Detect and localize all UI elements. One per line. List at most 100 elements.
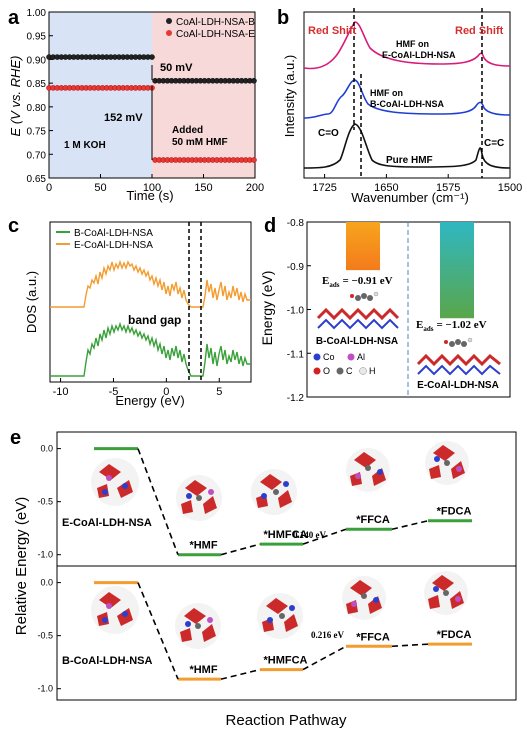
panel-b-label-pure: Pure HMF	[386, 155, 433, 166]
panel-a-xtick-label: 50	[94, 182, 106, 194]
panel-a-ytick-label: 0.75	[27, 127, 47, 138]
panel-d-legend-al: Al	[357, 352, 365, 362]
panel-e-molecules	[91, 441, 469, 649]
panel-a: a 0 50 100 150 200 0.65 0.70 0.75 0.80 0.85 0.90 0.…	[8, 7, 264, 203]
panel-a-point-e	[251, 157, 257, 163]
molecule-e-1	[176, 475, 222, 521]
panel-a-xlabel: Time (s)	[126, 188, 173, 203]
molecule-b-1	[175, 603, 221, 649]
panel-c-bandgap-label: band gap	[128, 313, 181, 327]
panel-a-ytick-label: 0.95	[27, 32, 47, 43]
panel-a-ytick-label: 0.70	[27, 150, 47, 161]
panel-b-label-co: C=O	[318, 128, 339, 139]
panel-a-points	[46, 54, 257, 163]
panel-a-annotation-hmf: 50 mM HMF	[172, 137, 228, 148]
panel-b-label-e-2: E-CoAl-LDH-NSA	[382, 50, 456, 60]
panel-c-ticks: -10 -5 0 5	[53, 378, 222, 398]
panel-b-ticks: 1725 1650 1575 1500	[312, 174, 522, 194]
panel-b-xtick-label: 1725	[312, 182, 336, 194]
panel-d-label-b: B-CoAl-LDH-NSA	[316, 336, 398, 347]
panel-e-step-label: *HMFCA	[264, 655, 308, 667]
panel-b-axes-box	[303, 11, 511, 179]
panel-d-ytick-label: -0.9	[287, 262, 305, 273]
panel-c-xtick-label: -5	[109, 386, 119, 398]
panel-b-xlabel: Wavenumber (cm⁻¹)	[351, 190, 469, 205]
panel-a-annotation-koh: 1 M KOH	[64, 140, 106, 151]
panel-a-legend-e: CoAl-LDH-NSA-E	[176, 29, 255, 40]
panel-b-ylabel: Intensity (a.u.)	[282, 55, 297, 137]
panel-b-label-cc: C=C	[484, 138, 504, 149]
panel-d-bar-e	[440, 222, 474, 319]
panel-a-legend-marker-b	[166, 18, 172, 24]
molecule-b-0	[91, 586, 139, 634]
panel-e-levels: *HMF *HMFCA *FFCA *FDCA *HMF *HMFCA *FFCA *FDCA	[94, 447, 472, 681]
panel-b-redshift-left: Red Shift	[308, 25, 357, 37]
panel-e-step-label: *HMF	[189, 664, 217, 676]
panel-e-ytick-label: -1.0	[37, 550, 53, 560]
panel-a-legend-b: CoAl-LDH-NSA-B	[176, 17, 255, 28]
panel-d-ylabel: Energy (eV)	[259, 271, 275, 346]
molecule-e-0	[91, 458, 139, 506]
panel-c-xtick-label: 0	[163, 386, 169, 398]
panel-c-xlabel: Energy (eV)	[115, 393, 184, 408]
panel-e-connector	[137, 448, 179, 555]
panel-e-ytick-label: -0.5	[37, 497, 53, 507]
panel-c-xtick-label: 5	[216, 386, 222, 398]
panel-d-bar-b	[346, 222, 380, 271]
molecule-b-2	[257, 593, 303, 639]
panel-e: e 0.0 -0.5 -1.0 0.0 -0.5 -1.0 *HMF *HMFCA *FFCA…	[10, 427, 517, 729]
panel-d-ytick-label: -0.8	[287, 218, 305, 229]
panel-a-region-koh	[49, 12, 152, 178]
panel-a-annotation-added: Added	[172, 125, 203, 136]
panel-e-ytick-label: -1.0	[37, 684, 53, 694]
panel-a-xtick-label: 200	[246, 182, 264, 194]
panel-b-series-e	[303, 21, 511, 70]
panel-d-eads-e: Eads = −1.02 eV	[416, 319, 487, 333]
molecule-e-4	[425, 441, 469, 485]
panel-a-point-b	[149, 54, 155, 60]
panel-d-structure-b	[316, 291, 400, 330]
panel-e-connector	[137, 582, 179, 680]
molecule-b-4	[424, 571, 468, 615]
panel-b-label-b-1: HMF on	[370, 88, 403, 98]
panel-e-catalyst-b: B-CoAl-LDH-NSA	[62, 655, 152, 667]
panel-d-legend-c: C	[346, 366, 353, 376]
panel-e-barrier-b: 0.216 eV	[311, 630, 344, 640]
panel-a-xtick-label: 0	[46, 182, 52, 194]
panel-c-ylabel: DOS (a.u.)	[24, 271, 39, 333]
panel-d-legend-o: O	[323, 366, 330, 376]
panel-e-step-label: *FFCA	[356, 631, 390, 643]
panel-b-label-e-1: HMF on	[396, 39, 429, 49]
panel-d: d -0.8 -0.9 -1.0 -1.1 -1.2 Eads = −0.91 eV Ea…	[259, 215, 511, 404]
panel-d-structure-e	[416, 337, 501, 376]
panel-e-step-label: *FDCA	[437, 629, 472, 641]
panel-a-ylabel: E (V vs. RHE)	[8, 56, 23, 137]
panel-e-ticks: 0.0 -0.5 -1.0 0.0 -0.5 -1.0	[37, 444, 61, 694]
panel-a-xtick-label: 100	[143, 182, 161, 194]
panel-c-letter: c	[8, 215, 19, 237]
panel-e-connector	[302, 528, 347, 545]
panel-a-ytick-label: 0.80	[27, 103, 47, 114]
panel-c-legend-b: B-CoAl-LDH-NSA	[74, 228, 153, 239]
panel-a-point-b	[251, 77, 257, 84]
panel-e-connector	[391, 643, 429, 648]
molecule-e-2	[251, 469, 297, 515]
panel-b-xtick-label: 1575	[436, 182, 460, 194]
panel-d-legend-h: H	[369, 366, 376, 376]
panel-a-annotation-50mv: 50 mV	[160, 62, 193, 74]
panel-b-letter: b	[277, 7, 289, 29]
panel-d-ticks: -0.8 -0.9 -1.0 -1.1 -1.2	[287, 218, 311, 404]
panel-a-ytick-label: 0.90	[27, 55, 47, 66]
panel-d-element-legend: Co Al O C H	[313, 352, 376, 376]
panel-c-legend-e: E-CoAl-LDH-NSA	[74, 240, 153, 251]
panel-e-ytick-label: 0.0	[40, 578, 53, 588]
molecule-b-3	[342, 576, 386, 620]
panel-b-series-b	[303, 79, 511, 119]
panel-b-redshift-right: Red Shift	[455, 25, 504, 37]
panel-e-ytick-label: -0.5	[37, 631, 53, 641]
panel-d-ytick-label: -1.2	[287, 393, 305, 404]
panel-b: b 1725 1650 1575 1500 Red Shift Red Shift H…	[277, 7, 522, 205]
panel-a-ytick-label: 1.00	[27, 8, 47, 19]
panel-b-label-b-2: B-CoAl-LDH-NSA	[370, 99, 444, 109]
panel-a-ytick-label: 0.85	[27, 79, 47, 90]
